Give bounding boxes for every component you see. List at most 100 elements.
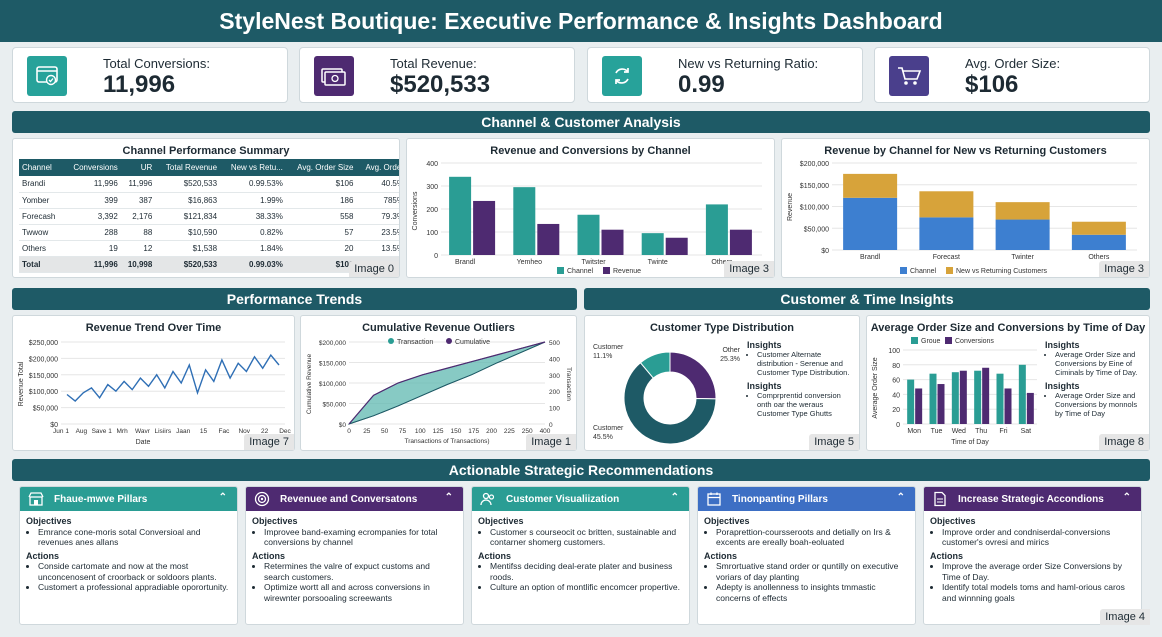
legend-swatch: [900, 267, 907, 274]
kpi-label: Total Conversions:: [103, 56, 210, 71]
objective-item: Poraprettion-coursseroots and detially o…: [716, 527, 909, 548]
y-tick-label: $200,000: [319, 340, 346, 347]
y2-tick-label: 400: [549, 356, 560, 363]
action-item: Identify total models toms and haml-orio…: [942, 582, 1135, 603]
slice-pct: 45.5%: [593, 434, 613, 441]
target-icon: [254, 491, 270, 507]
kpi-value: 11,996: [103, 71, 176, 98]
table-cell: $10,590: [155, 224, 221, 241]
chevron-up-icon[interactable]: ⌃: [218, 492, 227, 503]
chart-title: Revenue and Conversions by Channel: [490, 145, 691, 157]
y-tick-label: 200: [426, 207, 438, 214]
recommendation-header[interactable]: Tinonpanting Pillars ⌃: [698, 487, 915, 511]
table-cell: Forecash: [19, 208, 64, 225]
x-tick-label: 400: [540, 428, 551, 435]
y-tick-label: $0: [821, 248, 829, 255]
table-header: UR: [120, 159, 156, 176]
x-tick-label: Save 1: [92, 428, 113, 435]
bar: [449, 176, 472, 255]
y-tick-label: 0: [434, 253, 438, 260]
bar: [1004, 388, 1012, 424]
y-tick-label: $200,000: [29, 356, 58, 363]
bar: [473, 200, 496, 255]
y2-axis-label: Transaction: [565, 367, 572, 401]
cumulative-revenue-panel: Cumulative Revenue Outliers $0 $50,000 $10…: [300, 315, 577, 451]
table-cell: $520,533: [155, 256, 221, 273]
recommendation-header[interactable]: Customer Visualiization ⌃: [472, 487, 689, 511]
table-cell: 3,392: [63, 208, 121, 225]
table-cell: 785%: [356, 192, 399, 209]
table-cell: 10,998: [120, 256, 156, 273]
chevron-up-icon[interactable]: ⌃: [444, 492, 453, 503]
y-tick-label: $150,000: [319, 361, 346, 368]
x-axis-label: Date: [136, 439, 151, 446]
table-cell: Brandi: [19, 176, 64, 193]
chevron-up-icon[interactable]: ⌃: [896, 492, 905, 503]
legend-label: Cumulative: [455, 339, 490, 346]
y-tick-label: 40: [892, 392, 900, 399]
recommendation-header[interactable]: Increase Strategic Accondions ⌃: [924, 487, 1141, 511]
table-cell: 186: [285, 192, 357, 209]
bar: [915, 388, 923, 424]
y-tick-label: $200,000: [800, 161, 829, 168]
table-cell: 387: [120, 192, 156, 209]
cumulative-line: [348, 341, 546, 425]
table-cell: 0.99.53%: [220, 176, 286, 193]
table-cell: 19: [63, 240, 121, 257]
recommendation-header[interactable]: Revenuee and Conversatons ⌃: [246, 487, 463, 511]
x-tick-label: 250: [522, 428, 533, 435]
kpi-label: New vs Returning Ratio:: [678, 56, 819, 71]
bar-segment: [995, 219, 1050, 250]
table-cell: $16,863: [155, 192, 221, 209]
table-cell: 12: [120, 240, 156, 257]
trend-line: [66, 353, 280, 402]
chevron-up-icon[interactable]: ⌃: [1122, 492, 1131, 503]
insight-text: Comprprentid conversion onth oar the wer…: [757, 391, 855, 418]
time-insights: Insights Average Order Size and Conversi…: [1045, 340, 1145, 422]
bar: [577, 214, 600, 255]
y-tick-label: 80: [892, 363, 900, 370]
insight-text: Average Order Size and Conversions by Ei…: [1055, 350, 1145, 377]
table-cell: 11,996: [63, 176, 121, 193]
kpi-total-revenue: Total Revenue: $520,533: [299, 47, 575, 103]
insight-heading: Insights: [1045, 340, 1080, 350]
x-tick-label: Others: [1088, 254, 1110, 261]
recommendation-header[interactable]: Fhaue-mwve Pillars ⌃: [20, 487, 237, 511]
legend-label: Groue: [921, 338, 941, 345]
chevron-up-icon[interactable]: ⌃: [670, 492, 679, 503]
transaction-line: [348, 341, 546, 425]
legend-swatch: [946, 267, 953, 274]
legend-label: Revenue: [613, 268, 641, 275]
panel-title: Channel Performance Summary: [122, 145, 290, 157]
bar: [601, 229, 624, 255]
recommendation-title: Revenuee and Conversatons: [280, 493, 418, 505]
x-tick-label: Twinte: [648, 259, 668, 266]
x-tick-label: 150: [450, 428, 461, 435]
browser-check-icon: [27, 56, 67, 96]
bar: [982, 367, 990, 424]
action-item: Adepty is anollenness to insights tmmast…: [716, 582, 909, 603]
revenue-trend-panel: Revenue Trend Over Time $0 $50,000 $100,00…: [12, 315, 295, 451]
image-tag: Image 3: [724, 261, 774, 277]
x-tick-label: Tue: [931, 428, 943, 435]
customer-type-donut: Customer 11.1% Other 25.3% Customer 45.5%: [593, 344, 741, 445]
y-axis-label: Revenue: [787, 193, 794, 221]
y-tick-label: $250,000: [29, 340, 58, 347]
bar: [937, 384, 945, 424]
action-item: Improve the average order Size Conversio…: [942, 561, 1135, 582]
revenue-trend-chart: $0 $50,000 $100,000 $150,000 $200,000 $250,00…: [18, 340, 292, 446]
customer-insights: Insights Customer Alternate distribution…: [747, 340, 855, 422]
x-tick-label: Brandl: [455, 259, 476, 266]
action-item: Culture an option of montlific encomcer …: [490, 582, 683, 593]
y-tick-label: 100: [426, 230, 438, 237]
y-tick-label: $50,000: [323, 402, 347, 409]
bar: [641, 233, 664, 255]
objective-item: Improve order and condniserdal-conversio…: [942, 527, 1135, 548]
kpi-value: 0.99: [678, 71, 725, 98]
bar-segment: [919, 217, 974, 250]
document-icon: [932, 491, 948, 507]
channel-summary-panel: Channel Performance Summary Channel Conve…: [12, 138, 400, 278]
legend-swatch: [388, 338, 394, 344]
